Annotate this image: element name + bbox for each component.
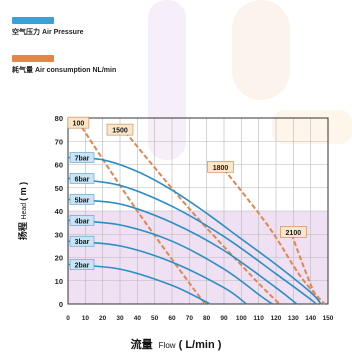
consumption-label: 1800 [213,165,229,172]
x-tick-label: 140 [305,315,316,322]
x-tick-label: 80 [203,315,211,322]
x-tick-label: 90 [220,315,228,322]
pressure-label: 7bar [75,156,90,163]
pressure-label: 2bar [75,262,90,269]
x-tick-label: 130 [288,315,299,322]
y-axis-title-main: 扬程 [17,220,28,241]
x-axis-title-sub: Flow [159,341,176,350]
x-axis-title-main: 流量 [131,339,153,351]
pressure-label: 5bar [75,197,90,204]
consumption-label: 100 [73,121,85,128]
x-tick-label: 50 [151,315,159,322]
y-axis-title-sub: Head [21,201,28,220]
x-tick-label: 70 [186,315,194,322]
x-tick-label: 150 [323,315,334,322]
x-tick-label: 40 [134,315,142,322]
y-tick-label: 50 [55,184,63,193]
x-tick-label: 110 [253,315,264,322]
x-tick-label: 0 [66,315,70,322]
y-tick-label: 60 [55,161,63,170]
y-tick-label: 40 [55,207,63,216]
y-tick-label: 10 [55,277,63,286]
pressure-label: 4bar [75,218,90,225]
pressure-label: 3bar [75,239,90,246]
consumption-label: 1500 [112,128,128,135]
pressure-label: 6bar [75,176,90,183]
y-tick-label: 20 [55,254,63,263]
consumption-label: 2100 [286,230,302,237]
y-tick-label: 70 [55,137,63,146]
x-axis-title-unit: ( L/min ) [179,339,222,351]
x-tick-label: 100 [236,315,247,322]
x-tick-label: 30 [116,315,124,322]
y-tick-label: 30 [55,230,63,239]
y-tick-label: 80 [55,114,63,123]
x-tick-label: 120 [271,315,282,322]
y-axis-title: 扬程 Head ( m ) [17,182,28,240]
y-tick-label: 0 [59,300,63,309]
x-tick-label: 10 [82,315,90,322]
x-axis-title: 流量 Flow ( L/min ) [0,336,352,352]
x-tick-label: 20 [99,315,107,322]
x-tick-label: 60 [168,315,176,322]
y-axis-title-unit: ( m ) [18,182,28,201]
